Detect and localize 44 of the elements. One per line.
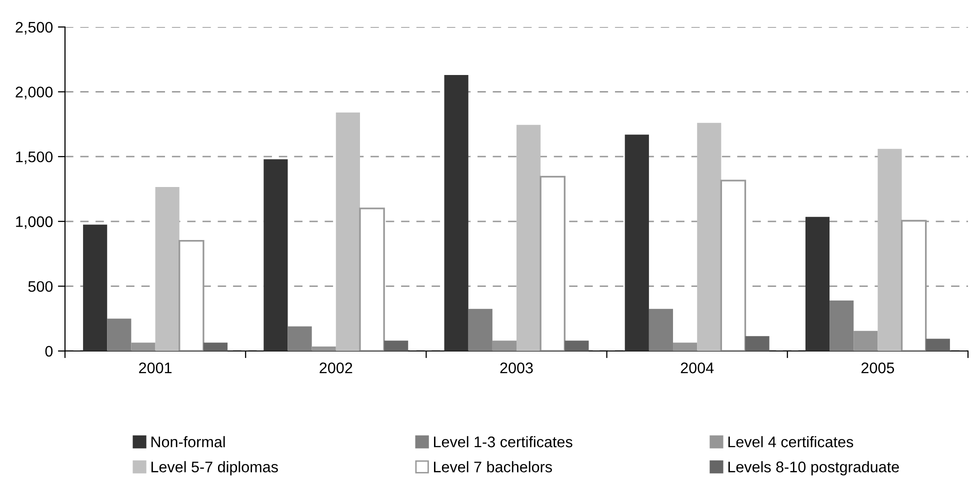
bar	[830, 300, 854, 351]
bar	[805, 216, 830, 351]
legend-label: Non-formal	[151, 436, 225, 448]
legend-label: Level 1-3 certificates	[434, 436, 572, 448]
bar	[203, 342, 228, 351]
y-tick-label: 2,000	[16, 86, 53, 100]
legend-label: Level 4 certificates	[728, 436, 854, 448]
bar	[648, 308, 674, 351]
bar	[697, 122, 722, 351]
x-tick-label: 2005	[861, 362, 894, 374]
y-tick-label: 0	[45, 346, 53, 357]
x-tick-label: 2001	[139, 362, 172, 374]
bar	[673, 342, 698, 351]
bar	[155, 187, 180, 351]
x-tick-label: 2004	[680, 362, 714, 374]
bar	[926, 338, 950, 351]
y-tick-label: 500	[28, 281, 53, 292]
y-tick-label: 2,500	[16, 22, 53, 34]
y-tick-label: 1,000	[16, 216, 53, 229]
bar	[468, 308, 492, 351]
y-tick-label: 1,500	[16, 151, 53, 164]
bar	[312, 346, 336, 351]
x-tick-label: 2003	[500, 362, 533, 374]
bar	[107, 318, 132, 351]
bar	[540, 176, 566, 351]
legend-label: Level 7 bachelors	[434, 461, 552, 472]
bar	[444, 74, 468, 351]
bar	[745, 336, 770, 351]
legend-label: Levels 8-10 postgraduate	[728, 461, 899, 476]
bar	[720, 180, 746, 351]
bar	[288, 326, 312, 351]
bar	[336, 112, 360, 351]
x-tick-label: 2002	[320, 362, 352, 374]
bar	[264, 159, 288, 351]
bar	[492, 340, 516, 351]
bar	[878, 148, 902, 351]
bar	[854, 330, 878, 351]
bar	[131, 342, 156, 351]
bar	[564, 340, 589, 351]
bar	[83, 224, 108, 351]
bar	[516, 124, 541, 351]
bar	[384, 340, 408, 351]
bar	[624, 134, 649, 351]
legend-label: Level 5-7 diplomas	[151, 461, 278, 476]
